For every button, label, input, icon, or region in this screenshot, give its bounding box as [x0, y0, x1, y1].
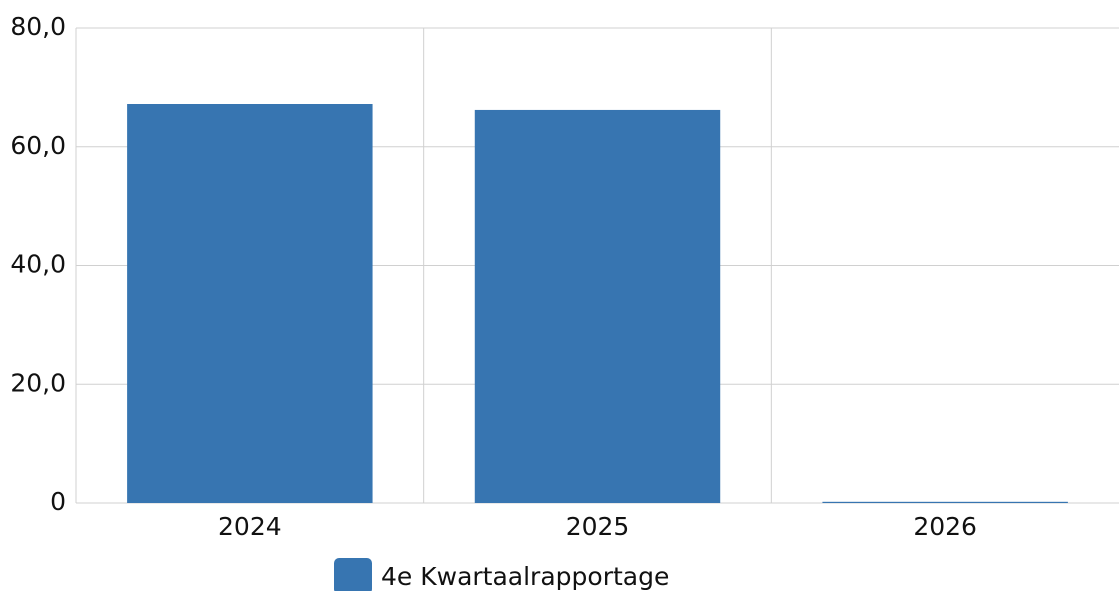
legend-swatch [334, 558, 372, 594]
y-tick-label: 0 [50, 487, 66, 516]
x-tick-label: 2026 [913, 512, 977, 541]
y-tick-label: 60,0 [10, 131, 66, 160]
legend-label: 4e Kwartaalrapportage [381, 562, 669, 591]
x-tick-label: 2024 [218, 512, 282, 541]
bar [822, 501, 1068, 503]
x-tick-label: 2025 [566, 512, 630, 541]
y-tick-label: 40,0 [10, 250, 66, 279]
bar [127, 104, 373, 503]
y-tick-label: 20,0 [10, 368, 66, 397]
y-tick-label: 80,0 [10, 12, 66, 41]
bar [474, 109, 721, 503]
